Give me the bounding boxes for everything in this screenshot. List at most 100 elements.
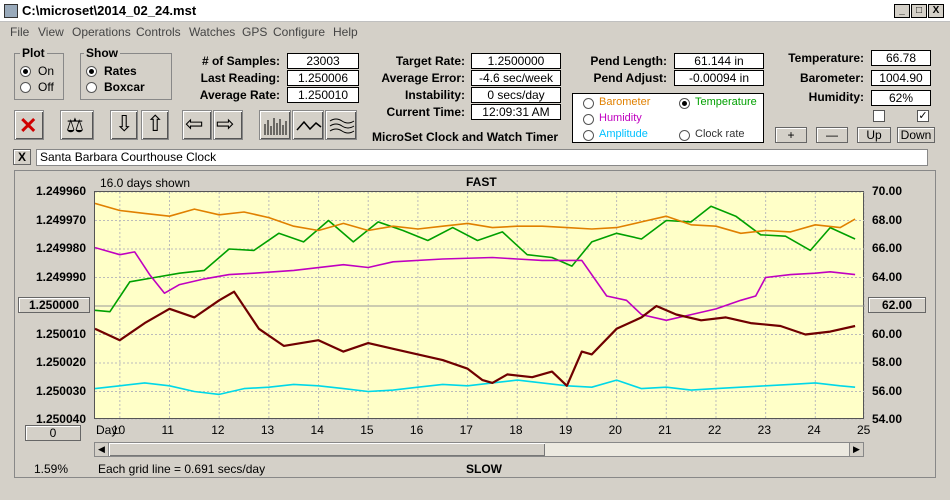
balance-icon: ⚖ [66,115,84,137]
y-left-tick: 1.249970 [35,212,86,227]
pend-adjust-label: Pend Adjust: [593,71,667,85]
y-right-tick: 54.00 [872,412,903,426]
average-error-value: -4.6 sec/week [471,70,561,86]
horizontal-scrollbar[interactable]: ◀ ▶ [94,442,864,457]
temp-checkbox[interactable] [873,110,885,122]
window-title: C:\microset\2014_02_24.mst [22,3,197,18]
move-left-button[interactable]: ⇦ [182,110,212,140]
days-shown: 16.0 days shown [100,176,191,190]
stop-button[interactable]: ✕ [14,110,44,140]
humidity-radio[interactable] [583,114,594,125]
last-reading-value: 1.250006 [287,70,359,86]
humidity-checkbox[interactable]: ✓ [917,110,929,122]
percent-label: 1.59% [34,462,69,476]
barometer-radio[interactable] [583,98,594,109]
x-tick: 18 [509,423,523,437]
plot-on-radio[interactable] [20,66,31,77]
series-line-temperature [95,205,856,313]
clockrate-radio[interactable] [679,130,690,141]
temperature-radio[interactable] [679,98,690,109]
menu-operations[interactable]: Operations [72,25,131,39]
plot-area[interactable] [94,191,865,420]
show-boxcar-label: Boxcar [104,80,145,94]
show-group [80,53,172,100]
amplitude-radio[interactable] [583,130,594,141]
plot-on-label: On [38,64,55,78]
scroll-right-icon[interactable]: ▶ [849,443,863,456]
y-right-tick: 58.00 [872,355,903,369]
barometer-label: Barometer: [799,71,864,85]
current-time-label: Current Time: [386,105,465,119]
menu-controls[interactable]: Controls [136,25,181,39]
x-tick: 10 [111,423,126,437]
graph-panel [14,170,936,478]
series-line-humidity [95,246,856,322]
show-rates-radio[interactable] [86,66,97,77]
x-tick: 20 [608,423,622,437]
zero-button[interactable]: 0 [25,425,81,441]
menu-file[interactable]: File [10,25,30,39]
clear-clock-button[interactable]: X [13,149,31,165]
line-chart-icon [296,120,322,131]
y-right-tick: 66.00 [872,241,903,255]
plot-group-title: Plot [20,46,47,60]
samples-label: # of Samples: [201,54,280,68]
pend-length-value: 61.144 in [674,53,764,69]
scroll-down-button[interactable]: Down [897,127,935,143]
average-error-label: Average Error: [381,71,465,85]
wave-view-button[interactable] [325,110,357,140]
balance-button[interactable]: ⚖ [60,110,94,140]
arrow-left-icon: ⇦ [185,111,204,136]
show-rates-label: Rates [104,64,137,78]
humidity-value: 62% [871,90,931,106]
center-rate-button[interactable]: 1.250000 [18,297,90,313]
arrow-up-icon: ⇧ [146,111,165,136]
y-left-tick: 1.249960 [35,184,86,198]
move-down-button[interactable]: ⇩ [110,110,138,140]
y-left-tick: 1.250020 [35,355,86,369]
aux-plot-selector: Barometer Temperature Humidity Amplitude… [572,93,764,143]
center-aux-button[interactable]: 62.00 [868,297,926,313]
x-tick: 21 [658,423,672,437]
x-tick: 14 [310,423,324,437]
minimize-button[interactable]: _ [894,4,910,18]
move-right-button[interactable]: ⇨ [213,110,243,140]
x-tick: 13 [260,423,275,437]
scroll-up-button[interactable]: Up [857,127,891,143]
clock-name-input[interactable]: Santa Barbara Courthouse Clock [36,149,928,166]
show-group-title: Show [84,46,120,60]
menu-watches[interactable]: Watches [189,25,236,39]
menu-gps[interactable]: GPS [242,25,268,39]
x-tick: 23 [757,423,771,437]
x-tick: 24 [807,423,821,437]
move-up-button[interactable]: ⇧ [141,110,169,140]
menu-configure[interactable]: Configure [273,25,326,39]
zoom-out-button[interactable]: — [816,127,848,143]
scroll-left-icon[interactable]: ◀ [95,443,109,456]
y-right-tick: 56.00 [872,383,903,398]
app-name: MicroSet Clock and Watch Timer [372,130,559,144]
zoom-in-button[interactable]: + [775,127,807,143]
pend-length-label: Pend Length: [590,54,667,68]
close-button[interactable]: X [928,4,944,18]
histogram-view-button[interactable] [259,110,291,140]
temperature-option: Temperature [695,96,757,108]
x-tick: 25 [857,423,871,437]
show-boxcar-radio[interactable] [86,82,97,93]
wave-icon [329,118,355,134]
average-rate-label: Average Rate: [199,88,280,102]
barometer-value: 1004.90 [871,70,931,86]
x-tick: 15 [360,423,374,437]
menu-view[interactable]: View [38,25,64,39]
day-axis-label: Day: [96,423,121,437]
y-left-tick: 1.250030 [35,383,86,398]
y-left-tick: 1.249980 [35,241,86,255]
line-view-button[interactable] [292,110,324,140]
x-tick: 19 [558,423,573,437]
plot-off-radio[interactable] [20,82,31,93]
maximize-button[interactable]: □ [911,4,927,18]
menu-help[interactable]: Help [333,25,358,39]
scrollbar-thumb[interactable] [109,443,545,456]
series-line-barometer [95,202,856,235]
y-left-tick: 1.250040 [35,412,86,426]
